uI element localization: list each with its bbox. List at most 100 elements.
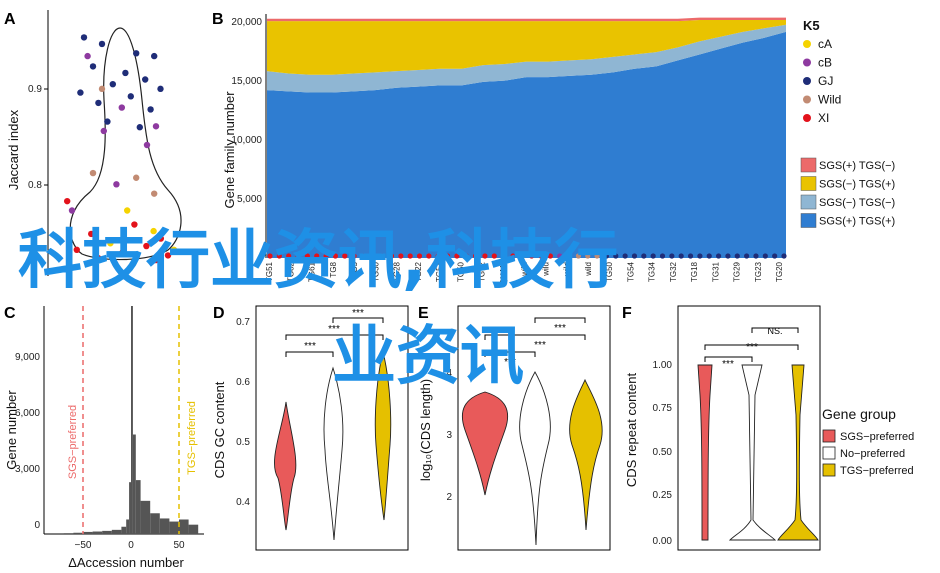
panel-b-dot-GJ — [706, 253, 712, 259]
panel-a-point-cB — [113, 181, 120, 188]
panel-f-frame — [677, 305, 821, 551]
panel-a: A 0.9 0.8 Jaccard index — [4, 10, 182, 276]
panel-f-legend-swatch-no_pref — [822, 446, 836, 460]
panel-b-dot-GJ — [762, 253, 768, 259]
legend-dot-cB — [803, 58, 811, 67]
panel-e-sig-2: *** — [534, 340, 546, 351]
panel-a-point-XI — [63, 197, 71, 205]
panel-b-dot-XI — [360, 253, 367, 259]
panel-c-xtick-neg50: −50 — [75, 540, 92, 551]
panel-c-bar — [140, 500, 151, 534]
panel-a-point-Wild — [89, 169, 97, 177]
panel-c-bar — [188, 524, 199, 534]
panel-b-dot-Wild — [575, 253, 582, 259]
panel-a-point-Wild — [133, 174, 140, 181]
panel-b-dot-GJ — [669, 253, 675, 259]
legend-label-GJ: GJ — [818, 74, 833, 88]
panel-e-frame — [457, 305, 611, 551]
panel-b-dot-XI — [529, 253, 535, 259]
panel-b-xtick: TG22 — [414, 261, 423, 282]
panel-b-xtick: TG5 — [350, 261, 359, 277]
panel-d-ylabel: CDS GC content — [212, 381, 227, 478]
panel-a-point-XI — [112, 260, 119, 268]
panel-a-point-GJ — [77, 89, 84, 96]
panel-c-bar — [132, 434, 136, 534]
panel-a-ytick-09: 0.9 — [28, 84, 42, 95]
panel-a-point-cA — [170, 246, 178, 253]
panel-f-violin-no_pref — [728, 364, 777, 541]
legend-label-Wild: Wild — [818, 93, 841, 107]
legend-dot-GJ — [803, 77, 811, 85]
panel-b-dot-XI — [444, 253, 451, 259]
panel-e-ylabel: log₁₀(CDS length) — [418, 379, 433, 481]
panel-d: D CDS GC content 0.4 0.5 0.6 0.7 *** ***… — [212, 305, 409, 551]
panel-a-ylabel: Jaccard index — [6, 109, 21, 190]
panel-a-point-GJ — [122, 69, 129, 77]
panel-c-ytick-3000: 3,000 — [15, 464, 40, 475]
panel-b-ylabel: Gene family number — [222, 91, 237, 209]
panel-b-group-dots — [267, 253, 787, 259]
panel-c-bar — [92, 531, 103, 534]
panel-b-dot-XI — [426, 253, 432, 259]
panel-b-dot-GJ — [781, 253, 787, 259]
panel-b-dot-XI — [510, 253, 516, 259]
panel-c-sgs-label: SGS−preferred — [67, 405, 79, 479]
panel-b-xtick: wild — [541, 262, 550, 277]
panel-a-point-GJ — [142, 76, 149, 83]
panel-b-dot-XI — [267, 253, 273, 259]
legend-dot-cA — [803, 40, 811, 48]
panel-d-violin-sgs_pref — [274, 401, 297, 531]
panel-b-dot-GJ — [622, 253, 628, 259]
panel-c-label: C — [4, 305, 16, 322]
panel-a-point-GJ — [89, 63, 97, 70]
panel-b-xtick: TG28 — [393, 261, 402, 282]
panel-b-dot-GJ — [744, 253, 750, 259]
panel-f-violin-sgs_pref — [697, 364, 713, 541]
panel-f-sig-1: *** — [722, 359, 734, 370]
panel-b-dot-XI — [286, 253, 292, 259]
panel-a-point-GJ — [136, 124, 143, 131]
panel-d-sig-2: *** — [328, 324, 340, 335]
panel-c-bar — [135, 480, 141, 534]
panel-c-bar — [83, 531, 93, 534]
panel-c-bar — [131, 306, 133, 534]
panel-f-sig-2: *** — [746, 342, 758, 353]
panel-b-ytick-5000: 5,000 — [237, 194, 262, 205]
panel-b-dot-XI — [491, 253, 497, 259]
panel-f-ytick-025: 0.25 — [653, 490, 673, 501]
panel-f-significance: *** *** NS. — [704, 326, 799, 370]
panel-a-point-GJ — [157, 85, 164, 93]
panel-a-points — [63, 34, 178, 268]
panel-c-tgs-label: TGS−preferred — [186, 401, 198, 475]
panel-b-xtick: TG50 — [456, 261, 465, 282]
panel-f-ytick-075: 0.75 — [653, 403, 673, 414]
panel-e-ytick-4: 4 — [446, 368, 452, 379]
watermark-line-2: 业资讯 — [332, 320, 524, 394]
panel-b-dot-XI — [323, 253, 329, 259]
panel-b-dot-GJ — [687, 253, 694, 259]
panel-d-violin-tgs_pref — [374, 351, 392, 521]
panel-b-dot-cB — [557, 253, 563, 259]
panel-b-xtick: TG53 — [435, 261, 444, 282]
panel-b-dot-cB — [566, 253, 572, 259]
panel-b-legend-categories: SGS(+) TGS(−) SGS(−) TGS(+) SGS(−) TGS(−) S… — [800, 157, 895, 228]
panel-e-ytick-2: 2 — [446, 492, 452, 503]
panel-e-sig-3: *** — [554, 323, 566, 334]
panel-e-violin-no_pref — [519, 371, 551, 546]
panel-a-point-Wild — [98, 85, 106, 93]
legend-label-cA: cA — [818, 37, 832, 51]
panel-d-ytick-04: 0.4 — [236, 497, 250, 508]
panel-c-bar — [111, 529, 122, 534]
panel-b-dot-XI — [416, 253, 423, 259]
panel-b-dot-GJ — [753, 253, 759, 259]
panel-b-label: B — [212, 11, 224, 28]
panel-f-sig-3: NS. — [767, 326, 782, 336]
panel-a-point-GJ — [133, 50, 140, 57]
panel-b-ytick-15000: 15,000 — [231, 76, 262, 87]
panel-b-dot-XI — [276, 253, 282, 259]
panel-f-ytick-000: 0.00 — [653, 536, 673, 547]
panel-b-dot-Wild — [585, 253, 591, 259]
panel-b-area-sgs_neg_tgs_pos — [267, 19, 786, 75]
panel-a-point-cB — [118, 104, 126, 111]
